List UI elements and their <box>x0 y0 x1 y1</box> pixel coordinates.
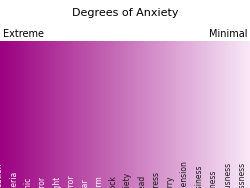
Text: Apprehension: Apprehension <box>180 160 189 188</box>
Text: Horror: Horror <box>66 174 75 188</box>
Text: Fear: Fear <box>80 178 89 188</box>
Text: Degrees of Anxiety: Degrees of Anxiety <box>72 8 178 17</box>
Text: Distress: Distress <box>152 171 161 188</box>
Text: Fright: Fright <box>52 175 61 188</box>
Text: Dread: Dread <box>138 175 146 188</box>
Text: Panic: Panic <box>23 176 32 188</box>
Text: Worry: Worry <box>166 175 175 188</box>
Text: Minimal: Minimal <box>209 30 248 39</box>
Text: Nervousness: Nervousness <box>223 162 232 188</box>
Text: Terror: Terror <box>38 175 46 188</box>
Text: Alarm: Alarm <box>94 175 104 188</box>
Text: Tensness: Tensness <box>209 169 218 188</box>
Text: Hysteria: Hysteria <box>9 170 18 188</box>
Text: Uneasiness: Uneasiness <box>194 165 203 188</box>
Text: Restlessness: Restlessness <box>237 162 246 188</box>
Text: Mortification: Mortification <box>0 162 4 188</box>
Text: Shock: Shock <box>109 175 118 188</box>
Text: Extreme: Extreme <box>2 30 43 39</box>
Text: Anxiety: Anxiety <box>123 172 132 188</box>
